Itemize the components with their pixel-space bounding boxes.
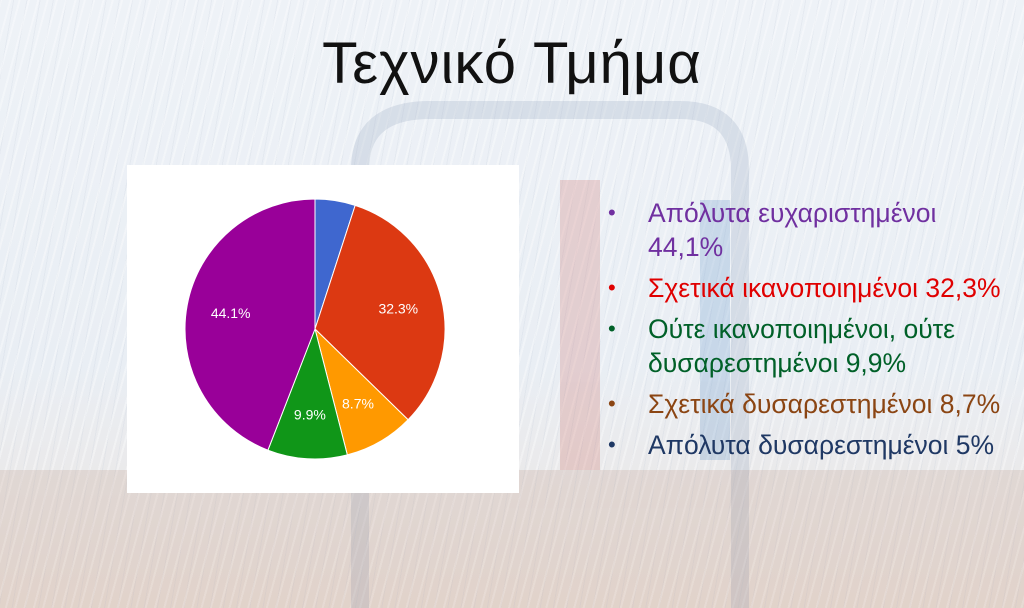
pie-slice	[267, 327, 348, 460]
legend-item-text: Απόλυτα δυσαρεστημένοι 5%	[648, 430, 995, 460]
legend-item: • Ούτε ικανοποιημένοι, ούτε δυσαρεστημένο…	[608, 312, 1018, 380]
bullet-icon: •	[608, 391, 616, 416]
bullet-icon: •	[608, 316, 616, 341]
legend-item: • Σχετικά δυσαρεστημένοι 8,7%	[608, 387, 1018, 421]
legend-item: • Απόλυτα ευχαριστημένοι 44,1%	[608, 196, 1018, 264]
legend-item: • Απόλυτα δυσαρεστημένοι 5%	[608, 428, 1018, 462]
pie-chart-card: 32.3% 8.7% 9.9% 44.1%	[127, 165, 519, 493]
slide-title: Τεχνικό Τμήμα	[322, 31, 702, 96]
legend-item: • Σχετικά ικανοποιημένοι 32,3%	[608, 271, 1018, 305]
pie-slice	[314, 204, 446, 421]
pie-slice-label: 44.1%	[211, 305, 251, 321]
bullet-icon: •	[608, 200, 616, 225]
pie-slice-label: 8.7%	[342, 395, 374, 411]
bullet-icon: •	[608, 432, 616, 457]
legend-list: • Απόλυτα ευχαριστημένοι 44,1% • Σχετικά ικ…	[608, 196, 1018, 469]
legend-item-text: Σχετικά δυσαρεστημένοι 8,7%	[648, 389, 1001, 419]
legend-item-text: Σχετικά ικανοποιημένοι 32,3%	[648, 273, 1001, 303]
pie-slice-label: 9.9%	[294, 407, 326, 423]
pie-slice	[184, 198, 316, 451]
legend-item-text: Απόλυτα ευχαριστημένοι 44,1%	[648, 198, 937, 262]
bullet-icon: •	[608, 275, 616, 300]
pie-slice-label: 32.3%	[378, 300, 418, 316]
pie-chart: 32.3% 8.7% 9.9% 44.1%	[184, 198, 446, 460]
legend-item-text: Ούτε ικανοποιημένοι, ούτε δυσαρεστημένοι…	[648, 314, 955, 378]
